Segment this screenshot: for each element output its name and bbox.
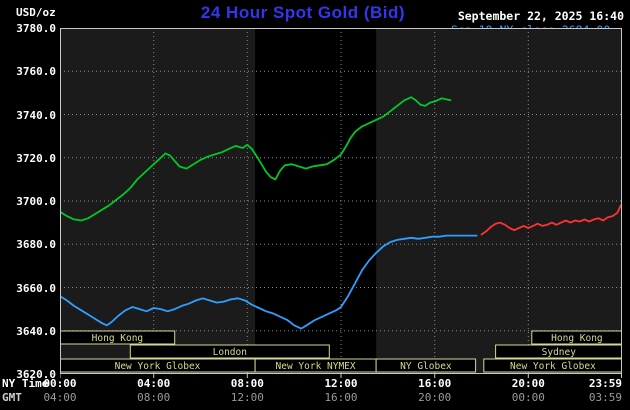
x-tick-label: 03:59 xyxy=(588,391,622,404)
x-tick-label: 12:00 xyxy=(230,391,264,404)
session-box xyxy=(375,358,477,373)
session-label: Hong Kong xyxy=(551,333,602,344)
session-label: London xyxy=(213,347,247,358)
session-label: Hong Kong xyxy=(92,333,143,344)
session-box xyxy=(129,344,330,359)
plot-area: Hong Kong Hong Kong London Sydney New York G… xyxy=(60,28,622,378)
plot-frame xyxy=(60,28,622,374)
series-line-sep21 xyxy=(480,204,622,236)
chart-title: 24 Hour Spot Gold (Bid) xyxy=(200,3,406,22)
y-tick-label: 3620.0 xyxy=(16,368,56,381)
session-label: New York Globex xyxy=(510,361,596,372)
y-tick-label: 3740.0 xyxy=(16,108,56,122)
ny-time-axis-label: NY Time xyxy=(2,377,49,390)
y-tick-label: 3640.0 xyxy=(16,324,56,338)
nymex-session-band xyxy=(255,28,377,374)
x-tick-label: 20:00 xyxy=(418,391,452,404)
y-tick-label: 3780.0 xyxy=(16,22,56,35)
x-tick-label: 04:00 xyxy=(43,391,77,404)
session-label: NY Globex xyxy=(400,361,452,372)
session-box xyxy=(60,330,176,345)
gmt-axis-label: GMT xyxy=(2,391,22,404)
price-unit-label: USD/oz xyxy=(16,6,56,19)
y-tick-label: 3660.0 xyxy=(16,281,56,295)
y-tick-label: 3700.0 xyxy=(16,195,56,208)
x-tick-label: 00:00 xyxy=(511,391,545,404)
session-box xyxy=(495,344,622,359)
y-tick-label: 3680.0 xyxy=(16,238,56,252)
session-label: New York NYMEX xyxy=(276,361,356,372)
series-line-sep19 xyxy=(60,234,478,330)
session-label: New York Globex xyxy=(115,361,201,372)
session-label: Sydney xyxy=(542,347,577,358)
x-tick-label: 08:00 xyxy=(137,391,171,404)
y-tick-label: 3720.0 xyxy=(16,151,56,165)
y-tick-label: 3760.0 xyxy=(16,65,56,79)
series-line-sep22 xyxy=(60,96,452,222)
date-time-label: September 22, 2025 16:40 xyxy=(457,9,624,23)
x-tick-label: 16:00 xyxy=(324,391,358,404)
